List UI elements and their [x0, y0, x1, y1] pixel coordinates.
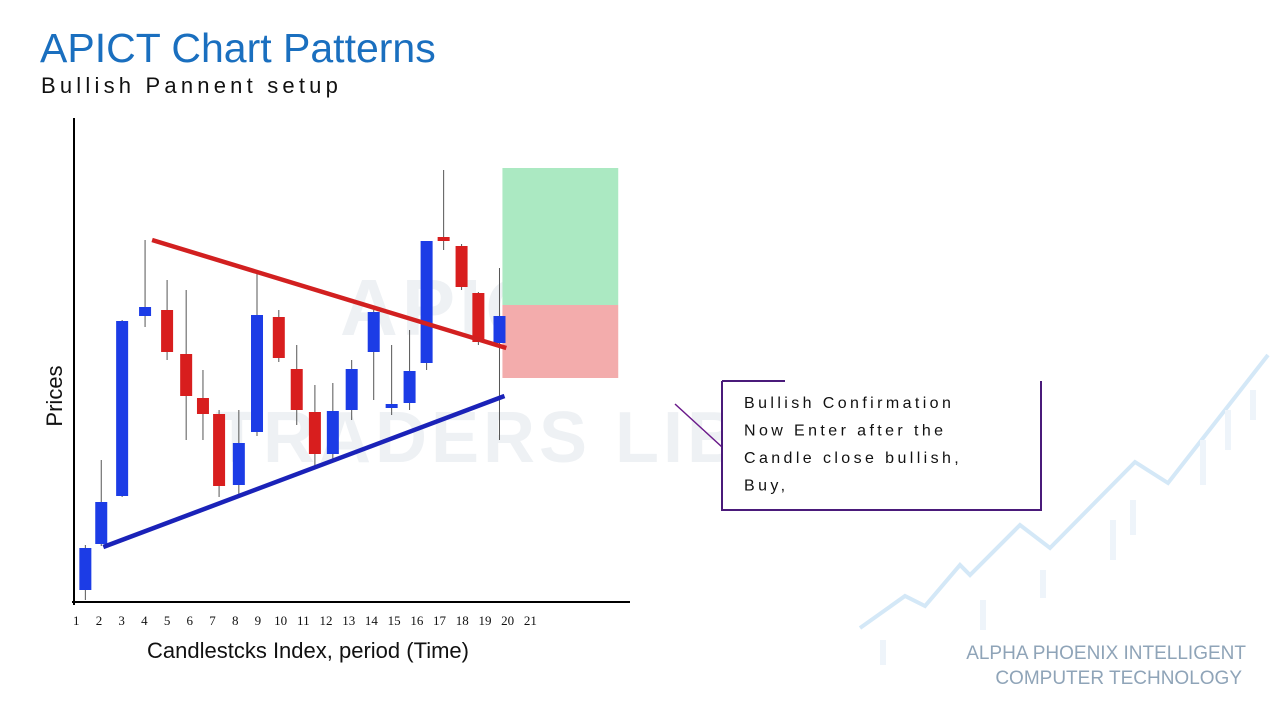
- zone: [502, 168, 619, 305]
- candle-body: [437, 237, 450, 241]
- x-tick-label: 6: [187, 613, 194, 628]
- x-tick-label: 4: [141, 613, 148, 628]
- candle-body: [345, 369, 358, 410]
- x-tick-label: 7: [209, 613, 216, 628]
- candle-body: [403, 371, 416, 403]
- candle-body: [79, 548, 92, 590]
- x-tick-label: 9: [255, 613, 262, 628]
- x-tick-label: 11: [297, 613, 310, 628]
- note-line: Bullish Confirmation: [744, 395, 954, 412]
- candle-body: [196, 398, 209, 414]
- zone: [502, 305, 619, 378]
- candle-body: [308, 412, 321, 454]
- x-tick-label: 13: [342, 613, 355, 628]
- x-tick-label: 2: [96, 613, 103, 628]
- decor-candles: [880, 390, 1256, 665]
- x-tick-label: 14: [365, 613, 379, 628]
- note-line: Candle close bullish,: [744, 450, 962, 467]
- plot: [79, 168, 619, 600]
- decor-line: [858, 353, 1270, 630]
- candle-body: [232, 443, 245, 485]
- x-tick-label: 10: [274, 613, 287, 628]
- footer: ALPHA PHOENIX INTELLIGENT: [966, 643, 1246, 664]
- note-text: Bullish Confirmation Now Enter after the C…: [744, 395, 962, 495]
- candle-body: [455, 246, 468, 287]
- footer: COMPUTER TECHNOLOGY: [995, 668, 1242, 689]
- x-tick-label: 3: [118, 613, 125, 628]
- trend-line: [102, 393, 506, 550]
- note-box: [722, 381, 1041, 510]
- candle-body: [420, 241, 433, 363]
- x-tick-label: 21: [524, 613, 537, 628]
- x-tick-label: 20: [501, 613, 514, 628]
- pointer: [674, 403, 723, 448]
- candle-body: [116, 321, 129, 496]
- note-border: [721, 380, 1042, 511]
- candle-body: [472, 293, 485, 342]
- x-tick-label: 17: [433, 613, 447, 628]
- title: APICT Chart Patterns: [40, 25, 436, 71]
- x-tick-label: 1: [73, 613, 80, 628]
- candle-body: [493, 316, 506, 343]
- candle-body: [272, 317, 285, 358]
- x-axis-label: Candlestcks Index, period (Time): [147, 638, 469, 663]
- candle-body: [367, 312, 380, 352]
- note-line: Now Enter after the: [744, 423, 946, 440]
- subtitle: Bullish Pannent setup: [41, 73, 342, 98]
- candle-body: [251, 315, 264, 432]
- x-tick-label: 12: [320, 613, 333, 628]
- candle-body: [161, 310, 174, 352]
- trend-line: [151, 237, 507, 351]
- x-tick-label: 19: [478, 613, 491, 628]
- candle-body: [326, 411, 339, 454]
- x-tick-label: 8: [232, 613, 239, 628]
- candle-body: [180, 354, 193, 396]
- candle-body: [95, 502, 108, 544]
- candle-body: [139, 307, 152, 316]
- candle-body: [385, 404, 398, 408]
- x-tick-label: 15: [388, 613, 401, 628]
- x-tick-label: 18: [456, 613, 469, 628]
- candle-body: [290, 369, 303, 410]
- y-axis-label: Prices: [42, 365, 67, 426]
- note-line: Buy,: [744, 478, 788, 495]
- candle-body: [213, 414, 226, 486]
- x-tick-label: 16: [410, 613, 424, 628]
- x-tick-label: 5: [164, 613, 171, 628]
